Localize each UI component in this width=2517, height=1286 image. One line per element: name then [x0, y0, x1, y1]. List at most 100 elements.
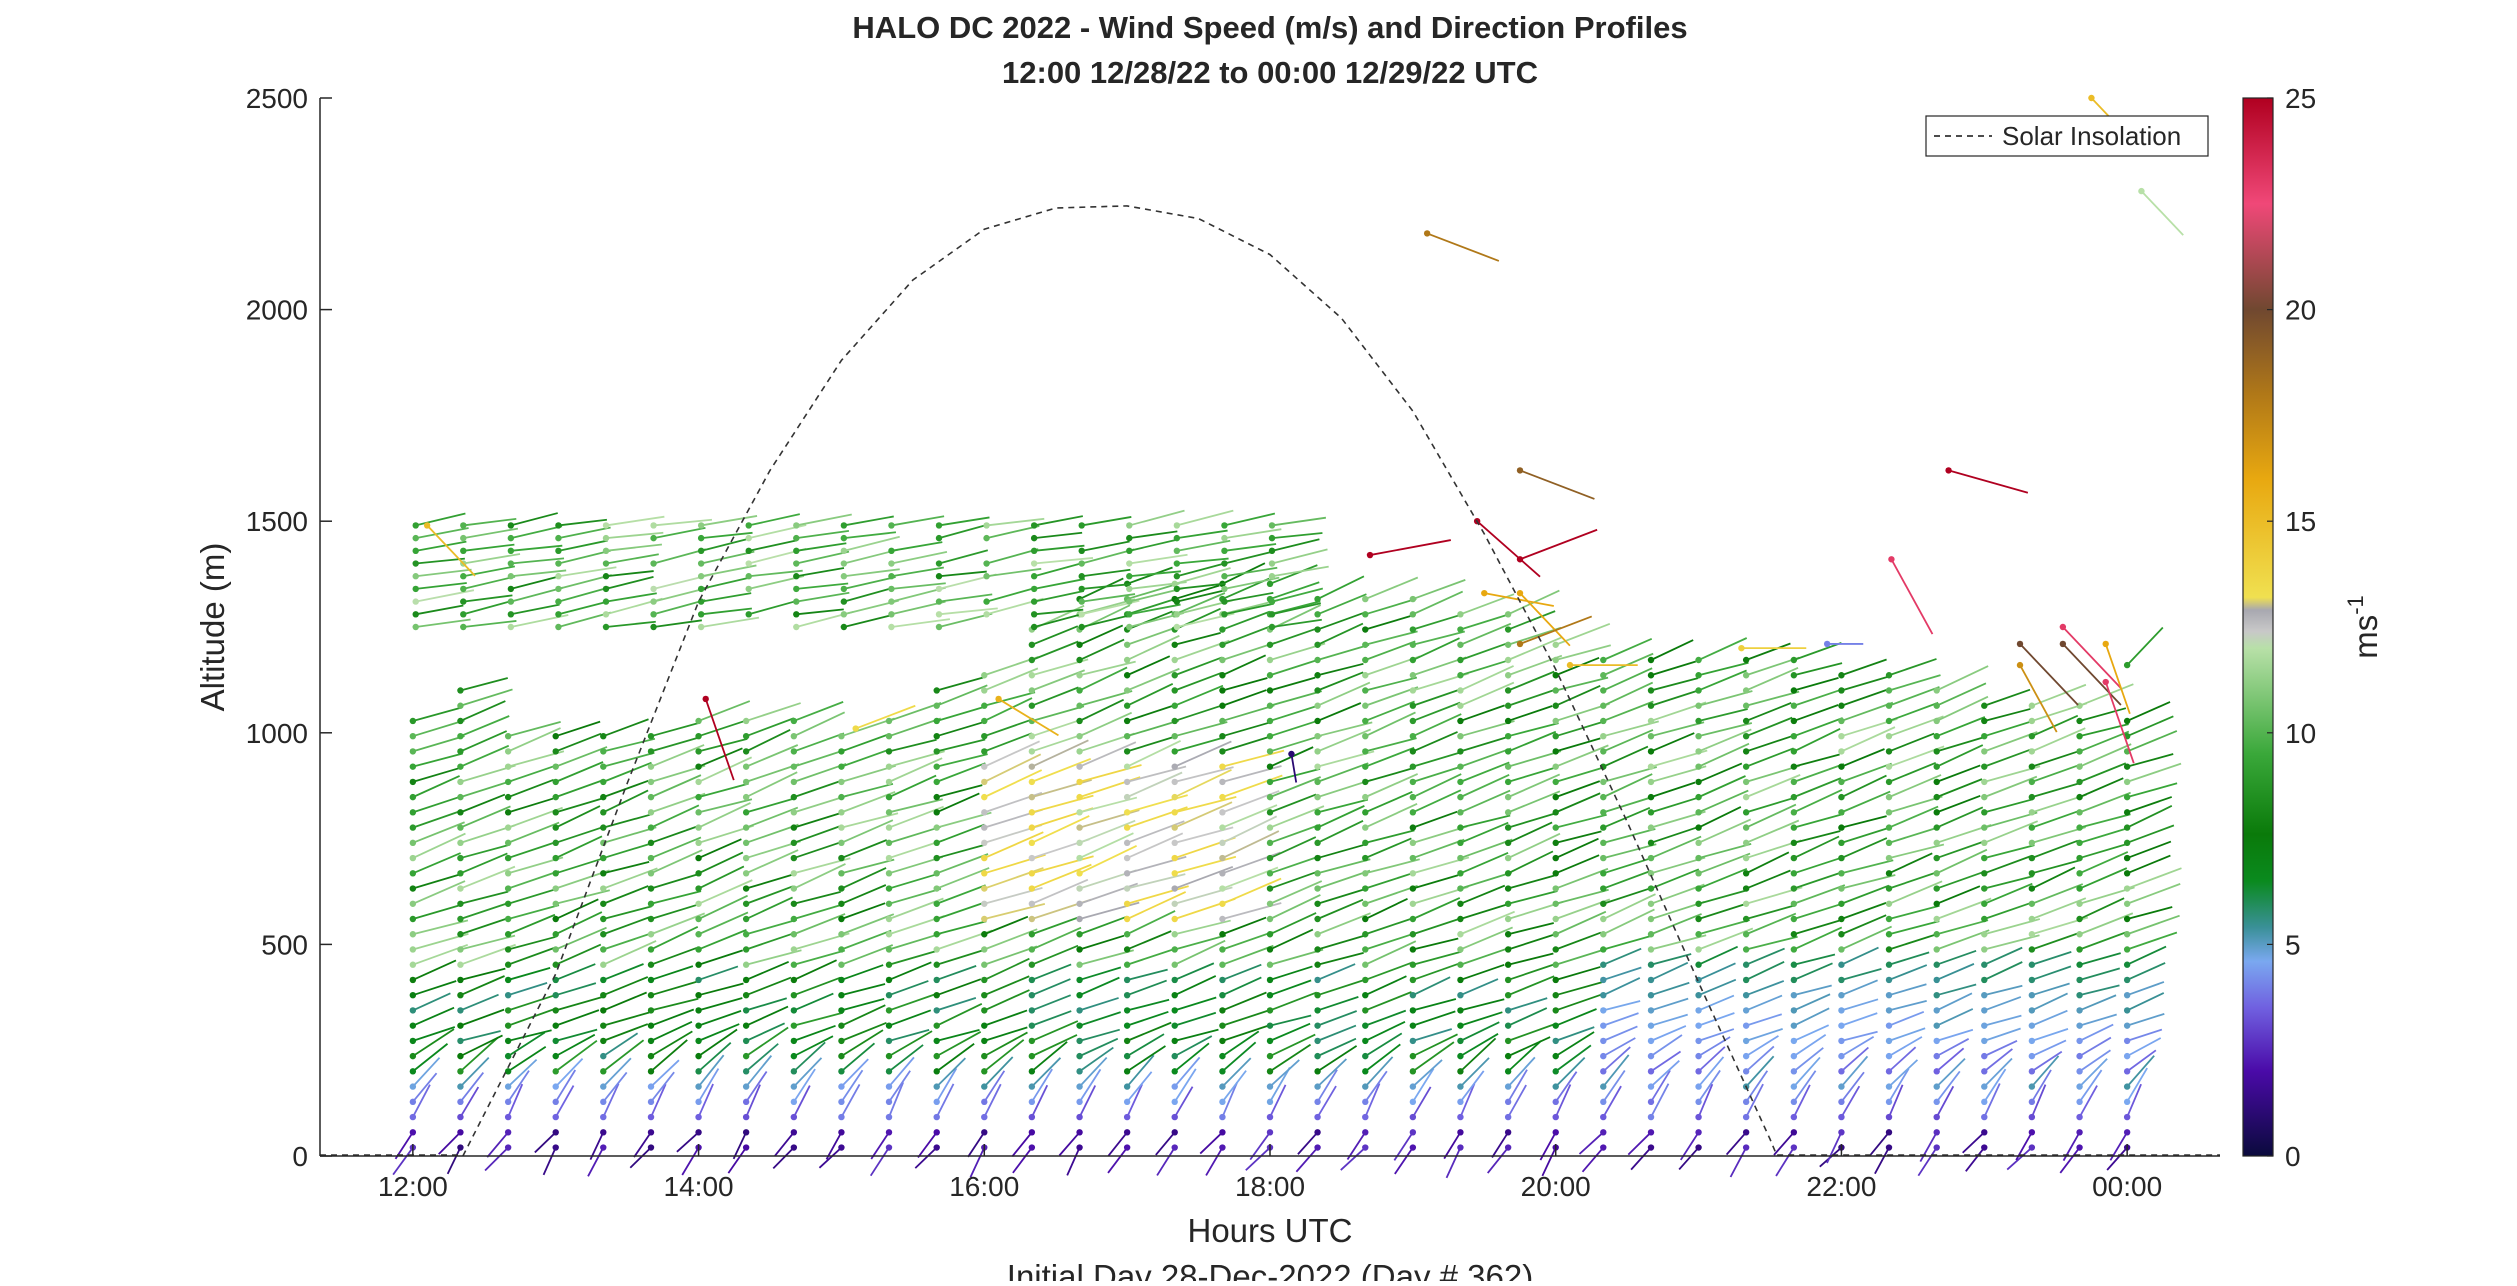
wind-barb: [1793, 830, 1841, 844]
upper-wind-barb-dot: [555, 585, 562, 593]
wind-barb-dot: [1409, 626, 1417, 633]
wind-barb: [745, 1055, 773, 1088]
isolated-wind-barb-dot: [1516, 556, 1524, 563]
wind-barb-dot: [600, 900, 607, 907]
wind-barb: [2031, 714, 2079, 738]
wind-barb: [1698, 868, 1748, 890]
wind-barb: [1793, 1056, 1821, 1088]
wind-barb: [1365, 615, 1411, 631]
wind-barb: [1698, 669, 1747, 692]
wind-barb-dot: [457, 870, 464, 877]
upper-wind-barb-dot: [412, 573, 419, 580]
upper-wind-barb-dot: [1126, 522, 1133, 529]
wind-barb: [745, 744, 799, 768]
isolated-wind-barb: [2104, 681, 2135, 764]
wind-barb-dot: [1885, 991, 1893, 999]
wind-barb: [888, 856, 944, 875]
upper-wind-barb: [1081, 593, 1136, 603]
wind-barb: [983, 1039, 1025, 1073]
wind-barb-dot: [790, 1022, 798, 1029]
wind-barb-dot: [933, 976, 940, 984]
wind-barb: [1745, 1045, 1775, 1073]
wind-barb-dot: [885, 1098, 893, 1106]
wind-barb-dot: [1409, 824, 1417, 831]
wind-barb-dot: [2076, 1037, 2083, 1045]
wind-barb: [1317, 978, 1365, 997]
wind-barb: [1793, 1024, 1830, 1042]
wind-barb-dot: [1504, 931, 1512, 938]
colorbar-bar: [2242, 97, 2274, 1157]
wind-barb-dot: [1790, 1129, 1798, 1136]
wind-barb-dot: [1171, 824, 1178, 831]
wind-barb: [1126, 1054, 1155, 1088]
wind-barb-dot: [1123, 717, 1131, 725]
upper-wind-barb-dot: [1173, 547, 1181, 555]
wind-barb: [1443, 1131, 1462, 1160]
wind-barb: [1460, 838, 1513, 859]
wind-barb: [1066, 1147, 1081, 1176]
wind-barb-dot: [409, 915, 417, 923]
wind-barb: [460, 902, 509, 920]
wind-barb-dot: [409, 854, 417, 862]
wind-barb-dot: [1981, 900, 1988, 907]
wind-barb-dot: [1171, 1068, 1178, 1075]
wind-barb-dot: [1647, 778, 1655, 786]
upper-wind-barb-dot: [1078, 522, 1085, 529]
wind-barb: [1199, 1131, 1224, 1155]
wind-barb: [1460, 851, 1509, 875]
wind-barb-dot: [933, 885, 940, 892]
wind-barb-dot: [1076, 687, 1083, 694]
wind-barb-dot: [1076, 641, 1083, 648]
wind-barb-dot: [1266, 824, 1274, 831]
wind-barb: [2031, 826, 2086, 844]
wind-barb: [412, 1006, 455, 1027]
wind-barb-dot: [1600, 717, 1607, 725]
wind-barb-dot: [1409, 748, 1417, 755]
wind-barb-dot: [1219, 1022, 1226, 1029]
wind-barb-dot: [2076, 1113, 2083, 1121]
wind-barb-dot: [742, 778, 750, 786]
wind-barb: [1269, 1014, 1312, 1027]
wind-barb-dot: [1028, 702, 1036, 709]
wind-barb: [555, 797, 603, 814]
wind-barb-dot: [1504, 1022, 1512, 1029]
wind-barb-dot: [1838, 976, 1845, 984]
wind-barb: [888, 950, 938, 966]
wind-barb: [1126, 910, 1176, 936]
wind-barb: [1365, 871, 1415, 890]
wind-barb: [2126, 1012, 2165, 1027]
wind-barb-dot: [1552, 702, 1559, 709]
upper-wind-barb-dot: [1078, 623, 1085, 631]
wind-barb: [1317, 798, 1369, 814]
wind-barb-dot: [790, 717, 798, 725]
wind-barb-dot: [1219, 854, 1226, 862]
wind-barb-dot: [1266, 1052, 1274, 1060]
wind-barb: [1297, 1131, 1319, 1155]
wind-barb-dot: [695, 809, 702, 816]
wind-barb: [1650, 732, 1695, 753]
upper-wind-barb: [1129, 509, 1185, 527]
wind-barb-dot: [1600, 1068, 1607, 1075]
wind-barb-dot: [885, 854, 893, 862]
wind-barb-dot: [981, 687, 988, 694]
wind-barb: [650, 903, 699, 920]
wind-barb-dot: [1123, 641, 1131, 648]
wind-barb: [460, 967, 506, 981]
upper-wind-barb: [605, 515, 665, 527]
wind-barb: [650, 721, 700, 738]
wind-barb: [1793, 1070, 1817, 1103]
upper-wind-barb-dot: [1078, 585, 1085, 593]
wind-barb-dot: [647, 931, 655, 938]
wind-barb: [1174, 740, 1232, 768]
wind-barb: [1841, 1012, 1878, 1027]
wind-barb-dot: [2028, 915, 2036, 923]
wind-barb-dot: [1600, 656, 1607, 664]
upper-wind-barb: [938, 523, 988, 539]
wind-barb: [1555, 737, 1601, 753]
wind-barb-dot: [2123, 1083, 2131, 1090]
upper-wind-barb: [510, 557, 565, 565]
wind-barb-dot: [1362, 824, 1369, 831]
wind-barb: [698, 798, 753, 814]
wind-barb: [983, 769, 1043, 798]
wind-barb: [983, 989, 1030, 1012]
